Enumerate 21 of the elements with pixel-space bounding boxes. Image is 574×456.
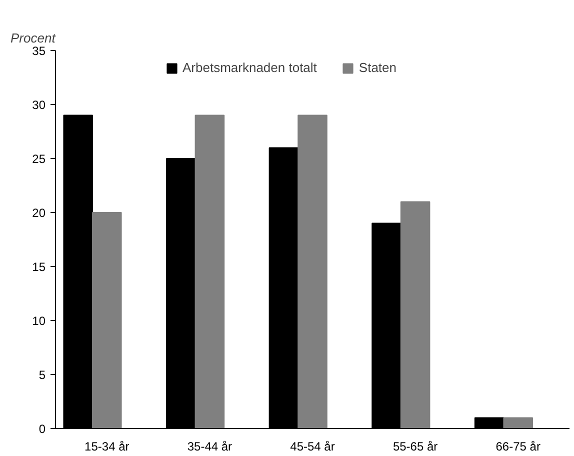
- bar: [194, 114, 225, 428]
- y-tick-label: 5: [38, 368, 46, 382]
- bar: [92, 212, 122, 428]
- y-tick-label: 30: [32, 98, 46, 112]
- x-tick-label: 35-44 år: [187, 440, 232, 454]
- y-tick-label: 10: [32, 314, 46, 328]
- bar: [503, 417, 533, 428]
- y-axis-title: Procent: [10, 30, 57, 46]
- x-tick-label: 66-75 år: [496, 440, 540, 454]
- x-tick-label: 55-65 år: [392, 440, 438, 454]
- y-tick-label: 15: [32, 260, 46, 274]
- legend-label: Staten: [358, 60, 396, 75]
- y-tick-label: 25: [32, 152, 46, 166]
- y-tick-label: 0: [38, 422, 46, 436]
- bar: [400, 201, 430, 428]
- legend-label: Arbetsmarknaden totalt: [182, 60, 317, 75]
- bar: [298, 114, 328, 428]
- x-tick-label: 45-54 år: [290, 440, 335, 454]
- y-tick-label: 20: [32, 206, 46, 220]
- x-tick-label: 15-34 år: [84, 440, 130, 454]
- y-tick-label: 35: [32, 44, 46, 58]
